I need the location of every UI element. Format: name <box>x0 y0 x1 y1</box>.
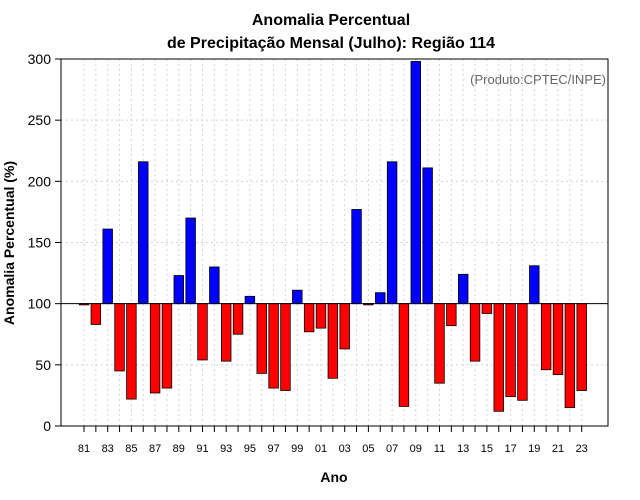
bar-2017 <box>505 303 516 398</box>
bar-2001 <box>315 303 327 329</box>
bar-2008 <box>398 303 410 407</box>
bar-2012 <box>446 303 457 327</box>
x-axis: 81 83 85 87 89 91 93 95 97 99 01 03 05 07 09 11 13 15 17 19… <box>78 426 588 455</box>
y-tick-label: 50 <box>35 357 51 373</box>
bar-1994 <box>232 303 244 335</box>
y-tick-label: 250 <box>28 112 52 128</box>
bar-1997 <box>268 303 279 389</box>
y-tick-label: 100 <box>28 296 52 312</box>
bar-2021 <box>552 303 564 376</box>
y-tick-label: 0 <box>43 418 51 434</box>
bar-1989 <box>173 275 185 305</box>
bar-1999 <box>292 289 303 305</box>
x-axis-label: Ano <box>320 469 347 485</box>
bar-2020 <box>540 303 552 371</box>
bar-1983 <box>102 228 113 305</box>
bar-2016 <box>493 303 504 412</box>
bar-2009 <box>410 61 422 305</box>
y-axis-label: Anomalia Percentual (%) <box>1 161 17 325</box>
bar-2011 <box>434 303 445 384</box>
source-annotation: (Produto:CPTEC/INPE) <box>470 72 606 87</box>
bar-1986 <box>138 161 149 305</box>
x-tick-label: 99 <box>291 443 303 455</box>
x-tick-label: 13 <box>457 443 469 455</box>
bar-2007 <box>386 161 398 305</box>
bar-2000 <box>303 303 315 333</box>
x-tick-label: 05 <box>362 443 374 455</box>
x-tick-label: 83 <box>102 443 114 455</box>
y-tick-label: 300 <box>28 51 52 67</box>
bar-2014 <box>469 303 481 362</box>
x-tick-label: 87 <box>149 443 161 455</box>
x-tick-label: 17 <box>504 443 516 455</box>
chart-title-line-2: de Precipitação Mensal (Julho): Região 1… <box>167 35 495 52</box>
x-tick-label: 11 <box>434 443 445 455</box>
x-tick-label: 21 <box>552 443 564 455</box>
x-tick-label: 03 <box>339 443 351 455</box>
bar-2018 <box>517 303 528 401</box>
bar-1992 <box>209 266 220 305</box>
bar-1990 <box>185 217 196 305</box>
bar-2013 <box>457 273 469 305</box>
x-tick-label: 09 <box>410 443 422 455</box>
bar-1984 <box>114 303 125 372</box>
x-tick-label: 23 <box>576 443 588 455</box>
x-tick-label: 91 <box>196 443 208 455</box>
y-tick-label: 150 <box>28 235 52 251</box>
bar-2010 <box>422 167 433 305</box>
x-tick-label: 01 <box>315 443 327 455</box>
bar-2003 <box>339 303 350 350</box>
chart-title-line-1: Anomalia Percentual <box>252 12 410 29</box>
bar-1995 <box>244 295 256 305</box>
x-tick-label: 81 <box>78 443 90 455</box>
y-axis: 0 50 100 150 200 250 300 <box>28 51 61 434</box>
bar-1991 <box>197 303 208 361</box>
bar-1996 <box>256 303 267 374</box>
bar-2002 <box>327 303 339 379</box>
x-tick-label: 93 <box>220 443 232 455</box>
x-tick-label: 95 <box>244 443 256 455</box>
bar-1985 <box>126 303 137 400</box>
bar-1988 <box>161 303 173 389</box>
bar-2006 <box>375 292 386 305</box>
y-tick-label: 200 <box>28 173 52 189</box>
bar-1993 <box>220 303 232 362</box>
bar-2023 <box>576 303 587 391</box>
bar-2004 <box>351 209 362 305</box>
x-tick-label: 19 <box>528 443 540 455</box>
bar-1987 <box>149 303 161 394</box>
bar-2022 <box>564 303 576 409</box>
x-tick-label: 89 <box>173 443 185 455</box>
bar-2015 <box>481 303 493 314</box>
bar-1982 <box>90 303 102 325</box>
x-tick-label: 97 <box>267 443 279 455</box>
x-tick-label: 85 <box>125 443 137 455</box>
bars <box>78 61 587 412</box>
x-tick-label: 07 <box>386 443 398 455</box>
bar-1998 <box>280 303 291 391</box>
x-tick-label: 15 <box>481 443 493 455</box>
bar-2019 <box>529 265 540 305</box>
